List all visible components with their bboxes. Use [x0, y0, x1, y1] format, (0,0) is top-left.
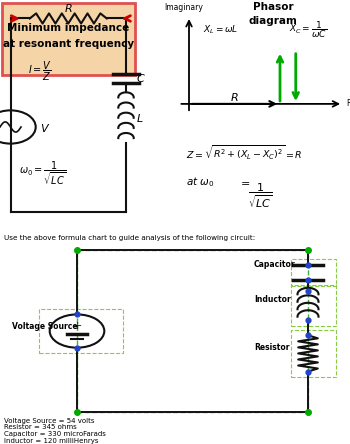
Text: Real: Real: [346, 99, 350, 108]
Text: $\omega_0 = \dfrac{1}{\sqrt{LC}}$: $\omega_0 = \dfrac{1}{\sqrt{LC}}$: [19, 159, 66, 187]
Text: $V$: $V$: [40, 122, 50, 134]
Text: $R$: $R$: [64, 2, 72, 14]
Text: $Z = \sqrt{R^2 + (X_L - X_C)^2} = R$: $Z = \sqrt{R^2 + (X_L - X_C)^2} = R$: [186, 143, 302, 162]
Text: Voltage Source: Voltage Source: [12, 322, 78, 331]
Text: Inductor = 120 milliHenrys: Inductor = 120 milliHenrys: [4, 438, 98, 444]
Bar: [290, 330, 336, 377]
Bar: [290, 259, 336, 286]
Text: $I = \dfrac{V}{Z}$: $I = \dfrac{V}{Z}$: [28, 60, 52, 83]
Text: Phasor: Phasor: [253, 2, 293, 12]
Text: Capacitor = 330 microFarads: Capacitor = 330 microFarads: [4, 431, 105, 437]
Text: $C$: $C$: [136, 72, 146, 84]
Text: Use the above formula chart to guide analysis of the following circuit:: Use the above formula chart to guide ana…: [4, 235, 255, 242]
Text: $L$: $L$: [136, 112, 144, 124]
Text: Inductor: Inductor: [254, 294, 290, 304]
Text: Voltage Source = 54 volts: Voltage Source = 54 volts: [4, 417, 94, 424]
Text: $\dfrac{1}{\sqrt{LC}}$: $\dfrac{1}{\sqrt{LC}}$: [248, 182, 273, 210]
Text: Imaginary: Imaginary: [164, 3, 203, 12]
Text: +: +: [72, 321, 82, 331]
Text: $=$: $=$: [238, 178, 250, 187]
Text: $X_C = \dfrac{1}{\omega C}$: $X_C = \dfrac{1}{\omega C}$: [289, 20, 327, 40]
Text: diagram: diagram: [248, 16, 298, 26]
Text: $X_L = \omega L$: $X_L = \omega L$: [203, 24, 238, 36]
Text: Minimum impedance: Minimum impedance: [7, 23, 130, 33]
Bar: [290, 285, 336, 326]
Text: Resistor: Resistor: [254, 342, 289, 352]
Bar: [38, 309, 122, 353]
Bar: [77, 250, 308, 412]
Text: $R$: $R$: [230, 91, 239, 103]
Text: Capacitor: Capacitor: [254, 261, 295, 270]
FancyBboxPatch shape: [2, 4, 135, 75]
Text: at resonant frequency: at resonant frequency: [3, 39, 134, 49]
Text: $at\ \omega_0$: $at\ \omega_0$: [186, 175, 214, 189]
Text: Resistor = 345 ohms: Resistor = 345 ohms: [4, 424, 76, 430]
